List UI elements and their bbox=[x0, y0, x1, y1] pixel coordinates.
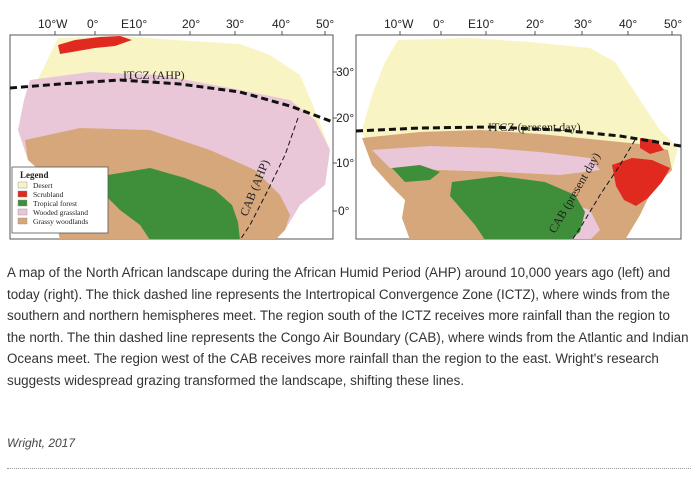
lon-label: 0° bbox=[87, 17, 99, 31]
ahp-tropical-forest-zone bbox=[105, 168, 240, 239]
lon-label: 20° bbox=[526, 17, 544, 31]
lon-label: 10°W bbox=[38, 17, 68, 31]
legend-item-tropical-forest: Tropical forest bbox=[17, 199, 78, 208]
legend-item-label: Scrubland bbox=[33, 190, 64, 199]
legend-item-scrubland: Scrubland bbox=[17, 190, 64, 199]
present-tropical-forest-zone bbox=[392, 165, 440, 182]
legend-item-wooded-grassland: Wooded grassland bbox=[17, 208, 88, 217]
lon-label: 20° bbox=[182, 17, 200, 31]
legend-item-desert: Desert bbox=[17, 181, 53, 190]
figure-credit: Wright, 2017 bbox=[7, 436, 76, 450]
present-itcz-line bbox=[356, 125, 681, 148]
present-tropical-forest-zone bbox=[450, 176, 585, 239]
lon-label: 0° bbox=[433, 17, 445, 31]
legend: Legend Desert Scrubland Tropical forest … bbox=[11, 166, 109, 234]
legend-item-label: Grassy woodlands bbox=[33, 217, 88, 226]
legend-box bbox=[11, 166, 109, 234]
present-scrubland-zone bbox=[612, 158, 670, 206]
lon-label: E10° bbox=[468, 17, 494, 31]
lat-label: 10° bbox=[336, 156, 354, 170]
map-ahp: ITCZ (AHP) CAB (AHP) Legend Desert Scrub… bbox=[9, 17, 334, 240]
lon-label: 40° bbox=[619, 17, 637, 31]
present-scrubland-zone bbox=[640, 138, 664, 154]
ahp-longitude-labels: 10°W 0° E10° 20° 30° 40° 50° bbox=[38, 17, 334, 31]
ahp-itcz-line bbox=[10, 78, 333, 124]
lon-label: E10° bbox=[121, 17, 147, 31]
ahp-top-ticks bbox=[54, 31, 326, 35]
present-cab-line bbox=[572, 139, 636, 239]
lat-label: 30° bbox=[336, 65, 354, 79]
lon-label: 30° bbox=[226, 17, 244, 31]
divider bbox=[7, 468, 691, 469]
ahp-itcz-label: ITCZ (AHP) bbox=[123, 68, 185, 82]
present-longitude-labels: 10°W 0° E10° 20° 30° 40° 50° bbox=[384, 17, 682, 31]
lon-label: 50° bbox=[316, 17, 334, 31]
legend-item-label: Wooded grassland bbox=[33, 208, 88, 217]
legend-item-label: Tropical forest bbox=[33, 199, 78, 208]
figure-caption: A map of the North African landscape dur… bbox=[7, 265, 689, 388]
lat-label: 0° bbox=[338, 204, 350, 218]
lon-label: 50° bbox=[664, 17, 682, 31]
lat-label: 20° bbox=[336, 111, 354, 125]
maps-figure: ITCZ (AHP) CAB (AHP) Legend Desert Scrub… bbox=[9, 17, 682, 240]
legend-item-grassy-woodlands: Grassy woodlands bbox=[17, 217, 88, 226]
present-top-ticks bbox=[399, 31, 673, 35]
lon-label: 10°W bbox=[384, 17, 414, 31]
lon-label: 30° bbox=[574, 17, 592, 31]
present-itcz-label: ITCZ (present day) bbox=[488, 120, 581, 134]
legend-title: Legend bbox=[20, 170, 49, 180]
figure: ITCZ (AHP) CAB (AHP) Legend Desert Scrub… bbox=[9, 17, 682, 240]
lon-label: 40° bbox=[272, 17, 290, 31]
present-wooded-grassland-zone bbox=[372, 146, 600, 175]
latitude-labels: 30° 20° 10° 0° bbox=[333, 65, 354, 218]
ahp-cab-line bbox=[240, 117, 299, 239]
ahp-scrubland-zone bbox=[58, 36, 132, 54]
map-present-day: ITCZ (present day) CAB (present day) 10°… bbox=[355, 17, 682, 240]
legend-item-label: Desert bbox=[33, 181, 53, 190]
